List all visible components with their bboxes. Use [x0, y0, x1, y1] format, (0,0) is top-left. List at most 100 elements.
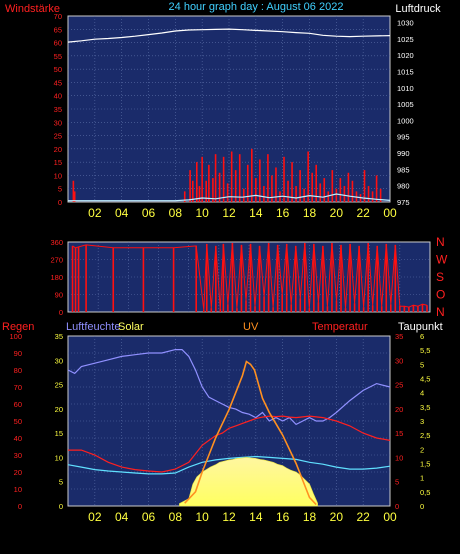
- windstaerke-tick-label: 50: [54, 65, 62, 74]
- x-tick-label-top: 16: [276, 206, 290, 220]
- luftdruck-tick-label: 1015: [397, 67, 414, 76]
- dewpoint-line: [67, 455, 391, 475]
- regen-tick-label: 10: [14, 485, 22, 494]
- taupunkt-tick-label: 4,5: [420, 375, 430, 384]
- direction-line: [72, 242, 428, 311]
- direction-degree-tick-label: 90: [55, 291, 63, 300]
- x-axis-ticks-bottom: 02 04 06 08 10 12 14 16 18 20 22 00: [88, 510, 397, 524]
- header-title: 24 hour graph day : August 06 2022: [169, 1, 344, 13]
- luftfeuchte-tick-label: 30: [55, 356, 63, 365]
- windstaerke-tick-label: 40: [54, 92, 62, 101]
- header-right-label: Luftdruck: [395, 3, 441, 15]
- x-tick-label-top: 18: [303, 206, 317, 220]
- luftdruck-tick-label: 1025: [397, 35, 414, 44]
- luftdruck-tick-label: 985: [397, 165, 410, 174]
- x-tick-label-top: 06: [142, 206, 156, 220]
- regen-tick-label: 90: [14, 349, 22, 358]
- taupunkt-tick-label: 5: [420, 360, 424, 369]
- x-tick-label-top: 10: [195, 206, 209, 220]
- temperatur-tick-label: 5: [395, 478, 399, 487]
- luftfeuchte-tick-label: 20: [55, 405, 63, 414]
- x-tick-label-top: 02: [88, 206, 102, 220]
- grid-wind-pressure: [68, 16, 390, 202]
- taupunkt-tick-label: 0,5: [420, 488, 430, 497]
- regen-label: Regen: [2, 321, 34, 333]
- direction-degree-tick-label: 360: [50, 238, 63, 247]
- regen-tick-label: 80: [14, 366, 22, 375]
- luftdruck-tick-label: 1030: [397, 19, 414, 28]
- x-tick-label-bottom: 20: [330, 510, 344, 524]
- taupunkt-tick-label: 1,5: [420, 460, 430, 469]
- regen-tick-label: 50: [14, 417, 22, 426]
- direction-degree-tick-label: 270: [50, 256, 63, 265]
- x-tick-label-bottom: 02: [88, 510, 102, 524]
- windstaerke-axis-ticks: 0 5 10 15 20 25 30 35 40 45 50 55 60 65 70: [54, 12, 62, 207]
- direction-degree-tick-label: 180: [50, 273, 63, 282]
- luftfeuchte-tick-label: 0: [59, 502, 63, 511]
- temperature-line: [68, 415, 391, 473]
- x-tick-label-top: 08: [169, 206, 183, 220]
- luftdruck-tick-label: 990: [397, 149, 410, 158]
- x-tick-label-bottom: 22: [356, 510, 370, 524]
- weather-series: [67, 349, 391, 507]
- direction-compass-label: O: [436, 288, 445, 302]
- direction-compass-label: N: [436, 305, 445, 319]
- solar-label: Solar: [118, 321, 144, 333]
- regen-tick-label: 40: [14, 434, 22, 443]
- taupunkt-label: Taupunkt: [398, 321, 443, 333]
- luftfeuchte-tick-label: 35: [55, 332, 63, 341]
- x-tick-label-bottom: 12: [222, 510, 236, 524]
- gust-line: [68, 193, 391, 202]
- windstaerke-tick-label: 35: [54, 105, 62, 114]
- uv-line: [184, 360, 317, 506]
- luftfeuchte-tick-label: 15: [55, 429, 63, 438]
- temperatur-label: Temperatur: [312, 321, 368, 333]
- regen-tick-label: 100: [9, 332, 22, 341]
- header-left-label: Windstärke: [5, 3, 60, 15]
- windstaerke-tick-label: 70: [54, 12, 62, 21]
- taupunkt-tick-label: 2: [420, 445, 424, 454]
- x-tick-label-bottom: 08: [169, 510, 183, 524]
- wind-direction-series: [71, 242, 428, 312]
- x-tick-label-bottom: 10: [195, 510, 209, 524]
- taupunkt-tick-label: 4: [420, 389, 424, 398]
- taupunkt-tick-label: 3,5: [420, 403, 430, 412]
- luftdruck-tick-label: 980: [397, 182, 410, 191]
- luftdruck-axis-ticks: 975 980 985 990 995 1000 1005 1010 1015 1020 1025 1…: [397, 19, 414, 207]
- luftdruck-tick-label: 995: [397, 133, 410, 142]
- humidity-line: [67, 349, 391, 426]
- windstaerke-tick-label: 60: [54, 39, 62, 48]
- x-tick-label-bottom: 00: [383, 510, 397, 524]
- x-axis-ticks-top: 02 04 06 08 10 12 14 16 18 20 22 00: [88, 206, 397, 220]
- windstaerke-tick-label: 25: [54, 132, 62, 141]
- x-tick-label-bottom: 06: [142, 510, 156, 524]
- taupunkt-tick-label: 3: [420, 417, 424, 426]
- direction-degree-ticks: 0 90 180 270 360: [50, 238, 63, 317]
- regen-tick-label: 70: [14, 383, 22, 392]
- windstaerke-tick-label: 55: [54, 52, 62, 61]
- windstaerke-tick-label: 10: [54, 171, 62, 180]
- weather-axis-ticks: 0102030405060708090100051015202530350510…: [9, 332, 430, 511]
- temperatur-tick-label: 20: [395, 405, 403, 414]
- luftdruck-tick-label: 1005: [397, 100, 414, 109]
- windstaerke-tick-label: 20: [54, 145, 62, 154]
- taupunkt-tick-label: 5,5: [420, 346, 430, 355]
- direction-compass-label: W: [436, 253, 448, 267]
- pressure-line: [67, 28, 391, 43]
- x-tick-label-top: 20: [330, 206, 344, 220]
- luftfeuchte-tick-label: 10: [55, 453, 63, 462]
- luftfeuchte-tick-label: 5: [59, 478, 63, 487]
- windstaerke-tick-label: 15: [54, 158, 62, 167]
- x-tick-label-top: 14: [249, 206, 263, 220]
- uv-label: UV: [243, 321, 259, 333]
- x-tick-label-top: 22: [356, 206, 370, 220]
- taupunkt-tick-label: 0: [420, 502, 424, 511]
- windstaerke-tick-label: 45: [54, 78, 62, 87]
- x-tick-label-bottom: 18: [303, 510, 317, 524]
- luftdruck-tick-label: 1010: [397, 84, 414, 93]
- windstaerke-tick-label: 0: [58, 198, 62, 207]
- temperatur-tick-label: 15: [395, 429, 403, 438]
- taupunkt-tick-label: 6: [420, 332, 424, 341]
